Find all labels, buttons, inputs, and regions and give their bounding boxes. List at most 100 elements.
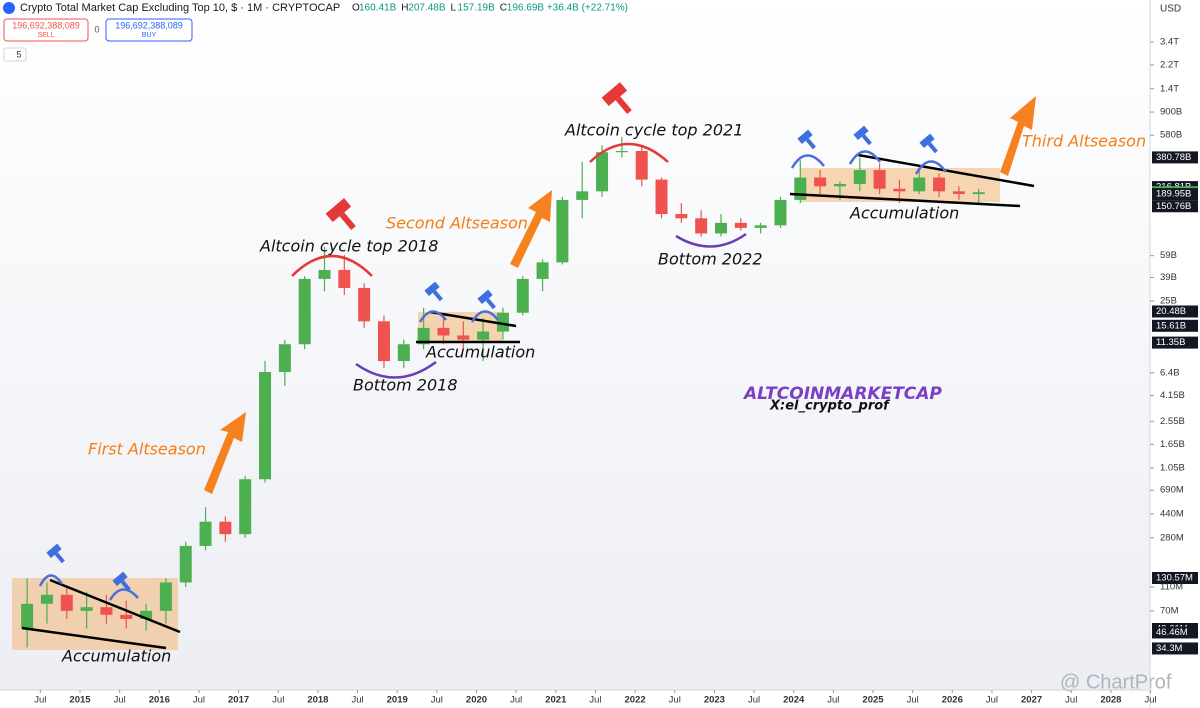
watermark-brand: ALTCOINMARKETCAP xyxy=(742,384,942,404)
y-tick-label: 70M xyxy=(1160,605,1179,616)
candle-body xyxy=(853,169,866,184)
candle-body xyxy=(239,479,252,535)
x-tick-label: Jul xyxy=(669,695,681,706)
hammers xyxy=(46,82,938,592)
price-label: 34.3M xyxy=(1156,643,1182,654)
legend-key: H xyxy=(401,3,408,14)
candle-body xyxy=(417,327,430,345)
x-tick-label: 2023 xyxy=(704,695,725,706)
candle-body xyxy=(596,152,609,192)
top-arc xyxy=(848,150,882,165)
candle-body xyxy=(140,610,153,619)
annotation: Altcoin cycle top 2021 xyxy=(564,121,743,140)
legend-key: C xyxy=(500,3,507,14)
price-label: 46.46M xyxy=(1156,627,1188,638)
candle-body xyxy=(40,594,53,604)
hammer-icon xyxy=(797,129,816,150)
y-tick-label: 280M xyxy=(1160,532,1184,543)
sell-button[interactable] xyxy=(3,18,89,42)
buy-button[interactable] xyxy=(105,18,193,42)
annotation: Third Altseason xyxy=(1022,132,1146,151)
ohlc-legend: O 160.41B H 207.48B L 157.19B C 196.69B +36.4B … xyxy=(352,3,628,14)
x-tick-label: Jul xyxy=(907,695,919,706)
annotation: Second Altseason xyxy=(386,214,528,233)
x-tick-label: 2025 xyxy=(862,695,884,706)
price-label-box xyxy=(1152,305,1198,318)
x-tick-label: 2020 xyxy=(466,695,487,706)
price-label: 20.48B xyxy=(1156,306,1186,317)
y-tick-label: 4.15B xyxy=(1160,390,1185,401)
candle-body xyxy=(60,594,73,611)
x-tick-label: Jul xyxy=(986,695,998,706)
candle-body xyxy=(556,199,569,263)
candle-body xyxy=(477,331,490,340)
x-tick-label: Jul xyxy=(351,695,363,706)
hammer-icon xyxy=(325,198,356,231)
x-tick-label: 2016 xyxy=(149,695,170,706)
chart-title: Crypto Total Market Cap Excluding Top 10… xyxy=(20,2,340,14)
x-tick-label: Jul xyxy=(431,695,443,706)
annotation: Accumulation xyxy=(61,647,171,666)
x-tick-label: Jul xyxy=(827,695,839,706)
candle-body xyxy=(100,607,113,615)
candle-body xyxy=(972,192,985,195)
x-tick-label: 2021 xyxy=(545,695,567,706)
top-arc xyxy=(470,310,499,323)
trend-line xyxy=(789,192,1021,208)
candle-body xyxy=(397,344,410,362)
price-label: 150.76B xyxy=(1156,201,1191,212)
price-label: 15.61B xyxy=(1156,320,1186,331)
price-label: 189.95B xyxy=(1156,189,1191,200)
price-label-box xyxy=(1152,188,1198,201)
candle-body xyxy=(219,521,232,535)
candle-body xyxy=(655,179,668,215)
candle-body xyxy=(833,183,846,187)
watermark: @ ChartProf xyxy=(1060,671,1172,693)
x-tick-label: 2018 xyxy=(307,695,328,706)
candle-body xyxy=(298,278,311,345)
candle-body xyxy=(893,188,906,192)
x-tick-label: Jul xyxy=(1144,695,1156,706)
legend-key: L xyxy=(451,3,457,14)
candle-body xyxy=(318,269,331,279)
y-tick-label: 39B xyxy=(1160,272,1177,283)
candle-body xyxy=(377,321,390,362)
candle-body xyxy=(159,582,172,611)
candle-body xyxy=(715,222,727,234)
candle-body xyxy=(873,169,886,189)
y-tick-label: 59B xyxy=(1160,250,1177,261)
candle-body xyxy=(794,177,807,200)
arrow xyxy=(510,190,552,268)
x-tick-label: Jul xyxy=(272,695,284,706)
price-label: 130.57M xyxy=(1156,573,1193,584)
annotation: Accumulation xyxy=(849,204,959,223)
currency-label: USD xyxy=(1160,4,1181,15)
candle-body xyxy=(516,278,529,313)
candle-body xyxy=(576,191,589,200)
x-tick-label: 2026 xyxy=(942,695,963,706)
sell-price: 196,692,388,089 xyxy=(12,20,80,30)
annotation: Altcoin cycle top 2018 xyxy=(259,237,438,256)
candle-body xyxy=(913,177,926,192)
arrow xyxy=(204,412,246,494)
symbol-icon xyxy=(3,2,15,14)
bottom-arc xyxy=(675,232,747,248)
candle-body xyxy=(496,312,509,332)
candle-body xyxy=(120,614,133,619)
x-tick-label: 2022 xyxy=(625,695,646,706)
indicator-toggle[interactable] xyxy=(3,47,27,62)
indicator-count: 5 xyxy=(16,49,21,59)
candle-body xyxy=(615,150,628,153)
candle-body xyxy=(774,199,787,226)
annotation: Bottom 2018 xyxy=(353,376,458,395)
candle-body xyxy=(952,191,965,195)
x-tick-label: 2017 xyxy=(228,695,249,706)
legend-value: 207.48B xyxy=(408,3,446,14)
y-tick-label: 3.4T xyxy=(1160,37,1179,48)
x-tick-label: Jul xyxy=(589,695,601,706)
price-label-box xyxy=(1152,642,1198,655)
price-label-box xyxy=(1152,200,1198,213)
hammer-icon xyxy=(424,281,443,302)
candle-body xyxy=(358,287,371,322)
